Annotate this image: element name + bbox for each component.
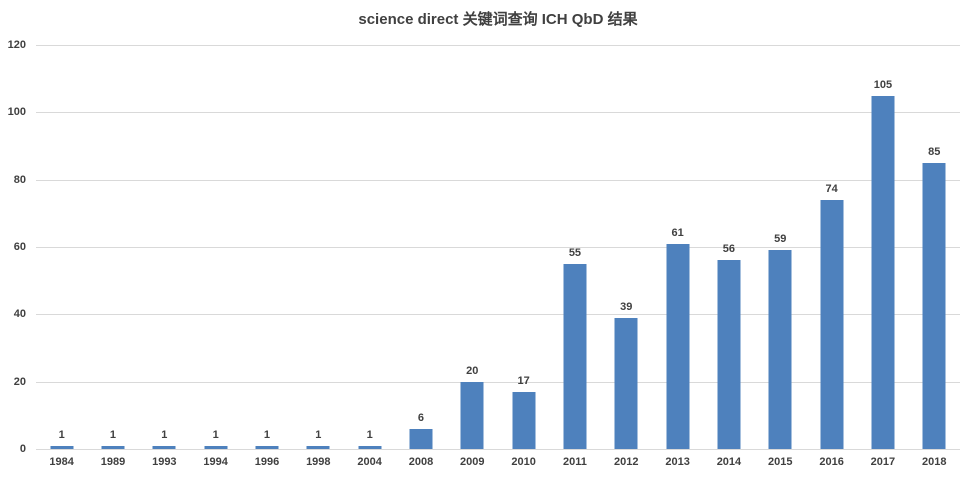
bar-value-label: 1 [263,428,271,441]
bar-column: 6 2008 [395,45,446,468]
bar-value-label: 17 [517,374,530,387]
y-axis-tick-label: 100 [7,106,26,119]
bar [871,95,895,449]
bar [512,391,536,449]
bar-column: 55 2011 [549,45,600,468]
bar-column: 1 1998 [293,45,344,468]
x-axis-tick-label: 2009 [460,456,485,468]
bar-column: 1 1996 [241,45,292,468]
bar-value-label: 74 [825,182,838,195]
bar-column: 20 2009 [447,45,498,468]
bar-column: 56 2014 [703,45,754,468]
x-axis-tick-label: 2017 [870,456,896,468]
x-axis-tick-label: 1989 [100,456,126,468]
x-axis-tick-label: 1984 [49,456,74,468]
y-axis: 0 20 40 60 80 100 120 [0,0,28,479]
x-axis-tick-label: 2014 [716,456,742,468]
bar-value-label: 56 [722,243,736,256]
bar-column: 39 2012 [601,45,652,468]
y-axis-tick-label: 120 [7,39,26,51]
bar-value-label: 6 [417,411,425,424]
bars-container: 1 1984 1 1989 1 1993 1 1994 1 1996 1 1998 1 2004 6 2008… [36,45,960,469]
bar-value-label: 1 [315,428,322,441]
bar [204,445,228,449]
x-axis-tick-label: 2016 [819,456,844,468]
bar-column: 59 2015 [755,45,806,468]
bar [666,243,690,449]
bar-column: 1 1993 [139,45,190,468]
bar-value-label: 59 [774,233,787,246]
x-axis-tick-label: 2008 [408,456,434,468]
x-axis-tick-label: 1993 [152,456,177,468]
bar-column: 105 2017 [857,45,908,469]
plot-area: 1 1984 1 1989 1 1993 1 1994 1 1996 1 1998 1 2004 6 2008… [36,45,960,469]
bar-column: 74 2016 [806,45,857,468]
bar-value-label: 39 [620,300,633,313]
bar-column: 1 1994 [190,45,241,468]
bar-value-label: 1 [109,428,117,441]
x-axis-tick-label: 2018 [922,456,947,468]
bar-value-label: 85 [928,145,941,158]
bar-value-label: 55 [568,246,582,259]
x-axis-tick-label: 2012 [614,456,639,468]
bar-value-label: 1 [161,428,168,441]
chart-title: science direct 关键词查询 ICH QbD 结果 [358,11,638,28]
bar-column: 61 2013 [652,45,703,468]
bar-value-label: 1 [366,428,373,441]
bar [922,162,946,449]
bar-column: 85 2018 [909,45,960,468]
x-axis-tick-label: 1998 [306,456,331,468]
x-axis-tick-label: 2013 [665,456,690,468]
bar-value-label: 61 [671,226,684,239]
bar [460,381,484,449]
x-axis-tick-label: 2010 [511,456,536,468]
gridline [36,179,960,181]
gridline [36,314,960,316]
gridline [36,112,960,114]
y-axis-tick-label: 0 [19,443,26,455]
x-axis-tick-label: 2015 [768,456,793,468]
bar [820,199,844,449]
bar [152,445,176,449]
bar [255,445,279,449]
bar [409,428,433,449]
y-axis-tick-label: 20 [13,375,26,388]
bar [50,445,74,449]
bar-column: 1 1989 [87,45,138,468]
bar-value-label: 1 [212,428,219,441]
bar-value-label: 105 [873,78,893,91]
bar [717,260,741,449]
bar-column: 17 2010 [498,45,549,468]
x-axis-tick-label: 1996 [254,456,280,468]
bar-column: 1 1984 [36,45,87,468]
bar [563,263,587,449]
y-axis-tick-label: 80 [13,173,26,186]
bar-value-label: 1 [58,428,65,441]
x-axis-tick-label: 2004 [357,456,382,468]
y-axis-tick-label: 40 [13,308,26,321]
bar [358,445,382,449]
bar [306,445,330,449]
gridline [36,45,960,46]
bar-column: 1 2004 [344,45,395,468]
x-axis-tick-label: 2011 [563,456,587,468]
bar [614,317,638,449]
bar [101,445,125,449]
bar-value-label: 20 [466,364,479,377]
y-axis-tick-label: 60 [13,241,26,253]
gridline [36,381,960,383]
gridline [36,247,960,248]
x-axis-tick-label: 1994 [203,456,228,468]
bar [768,250,792,449]
